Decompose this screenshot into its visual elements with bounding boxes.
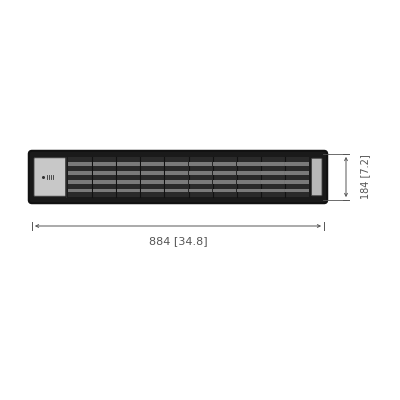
Bar <box>285 157 309 197</box>
Bar <box>116 157 140 197</box>
Bar <box>92 180 116 184</box>
Bar <box>68 171 92 175</box>
Bar <box>261 189 285 192</box>
Bar <box>237 171 260 175</box>
Bar <box>286 171 309 175</box>
Bar <box>261 162 285 166</box>
Bar <box>286 180 309 184</box>
Bar <box>189 171 212 175</box>
Bar <box>68 157 92 197</box>
Bar <box>286 189 309 192</box>
Bar <box>189 189 212 192</box>
FancyBboxPatch shape <box>34 158 66 196</box>
Bar <box>165 189 188 192</box>
Text: 184 [7.2]: 184 [7.2] <box>360 155 370 199</box>
Bar <box>141 162 164 166</box>
Bar <box>286 162 309 166</box>
Bar <box>141 189 164 192</box>
Bar <box>237 157 261 197</box>
Bar <box>261 157 285 197</box>
Bar <box>165 180 188 184</box>
Bar <box>237 162 260 166</box>
Bar <box>164 157 188 197</box>
Bar <box>68 162 92 166</box>
Bar <box>141 171 164 175</box>
Bar <box>213 180 236 184</box>
Bar <box>189 180 212 184</box>
Bar <box>117 162 140 166</box>
Bar <box>92 189 116 192</box>
Bar <box>92 157 116 197</box>
FancyBboxPatch shape <box>312 158 322 196</box>
FancyBboxPatch shape <box>29 151 327 203</box>
Bar <box>213 171 236 175</box>
Bar <box>165 171 188 175</box>
Bar <box>261 180 285 184</box>
Bar <box>261 171 285 175</box>
Bar <box>213 162 236 166</box>
Bar <box>237 180 260 184</box>
Bar <box>165 162 188 166</box>
Bar <box>117 189 140 192</box>
Bar <box>92 162 116 166</box>
Bar <box>68 189 92 192</box>
Bar <box>213 157 237 197</box>
Bar <box>237 189 260 192</box>
Bar <box>92 171 116 175</box>
Bar <box>68 180 92 184</box>
Bar <box>117 171 140 175</box>
Bar <box>141 180 164 184</box>
Bar <box>189 162 212 166</box>
Bar <box>213 189 236 192</box>
Text: 884 [34.8]: 884 [34.8] <box>149 236 207 246</box>
Bar <box>140 157 164 197</box>
Bar <box>117 180 140 184</box>
Bar <box>188 157 213 197</box>
